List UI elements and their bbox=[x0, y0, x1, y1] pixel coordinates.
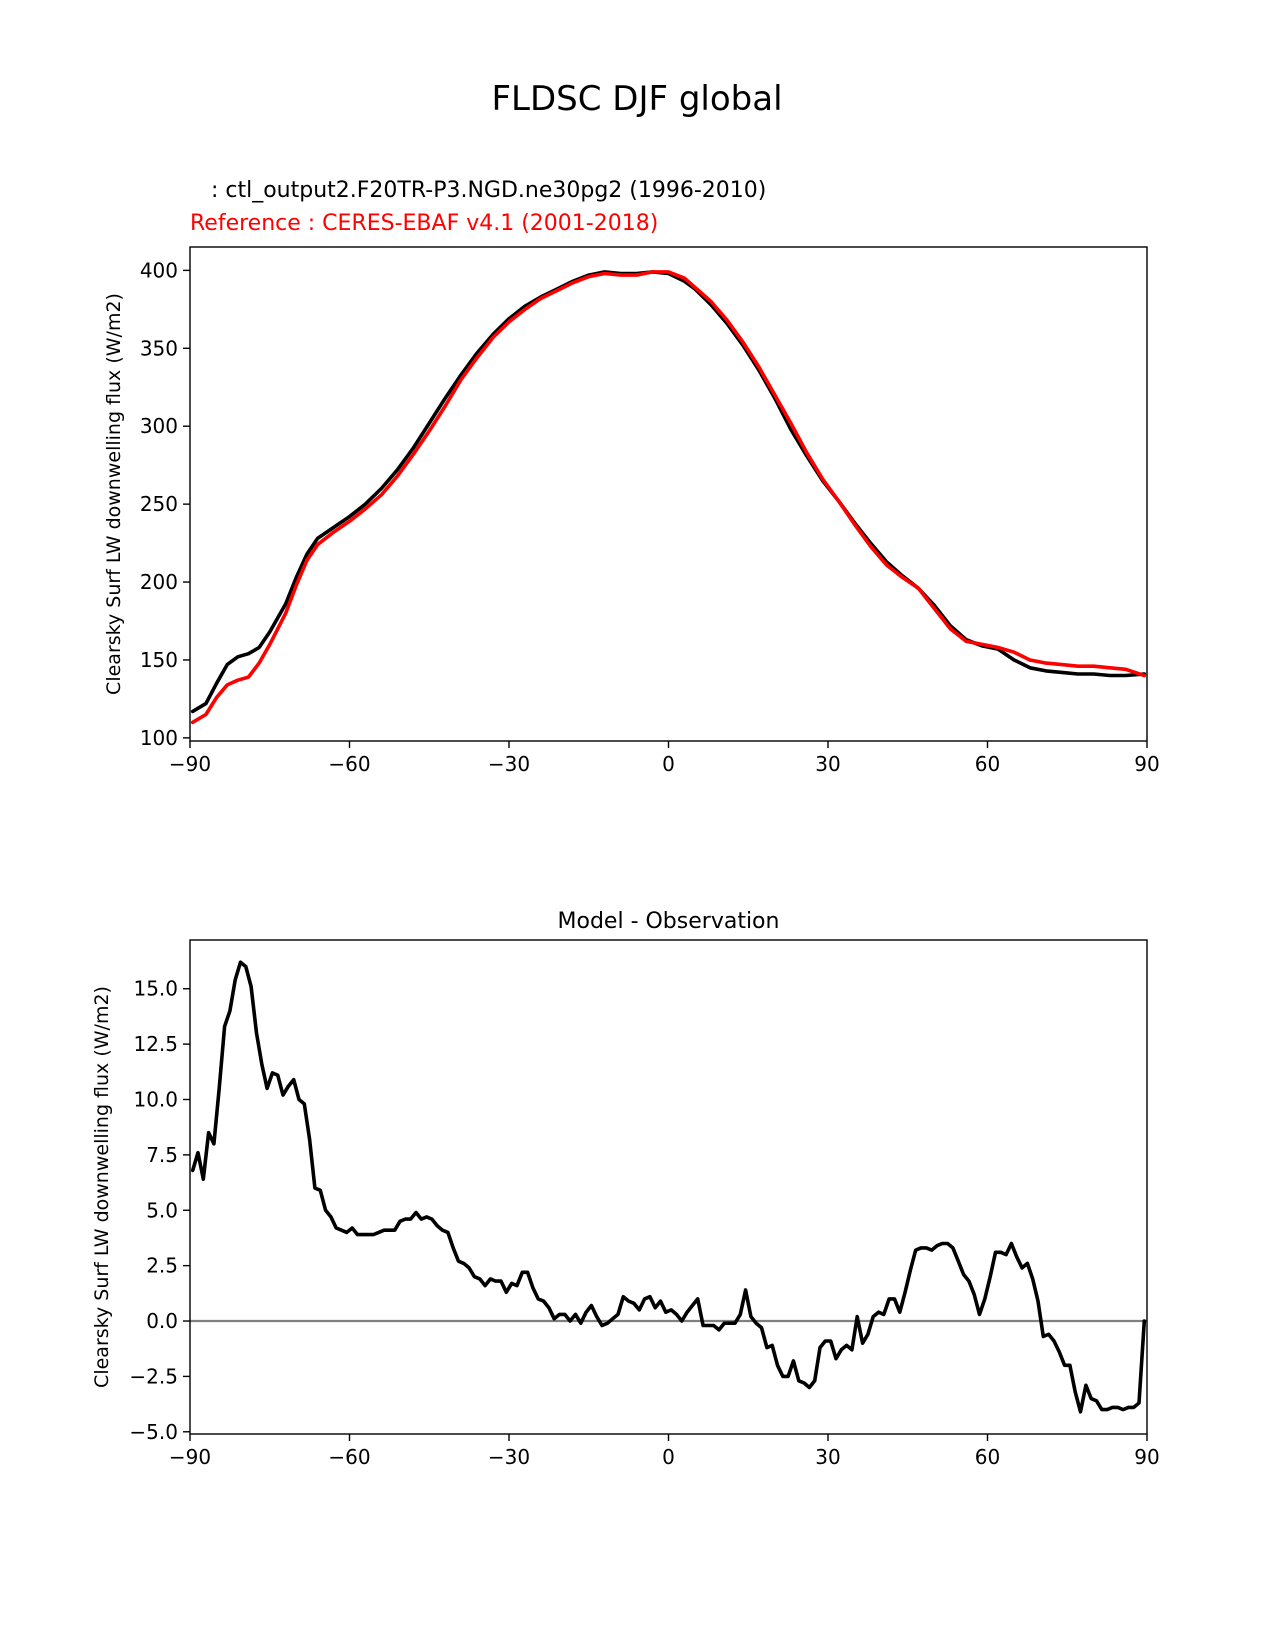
x-tick-label: −60 bbox=[328, 752, 370, 776]
y-tick-label: 150 bbox=[140, 648, 178, 672]
y-axis-label: Clearsky Surf LW downwelling flux (W/m2) bbox=[91, 986, 113, 1388]
y-tick-label: 200 bbox=[140, 570, 178, 594]
plot-frame bbox=[189, 246, 1148, 742]
y-tick-label: 100 bbox=[140, 726, 178, 750]
series-line-model-observation bbox=[190, 960, 1147, 1414]
y-tick-label: 10.0 bbox=[133, 1087, 178, 1111]
y-tick-label: 12.5 bbox=[133, 1032, 178, 1056]
y-axis-label: Clearsky Surf LW downwelling flux (W/m2) bbox=[103, 293, 125, 695]
x-tick-label: −30 bbox=[488, 752, 530, 776]
x-tick-label: 90 bbox=[1134, 752, 1159, 776]
y-tick-label: 400 bbox=[140, 258, 178, 282]
figure-title: FLDSC DJF global bbox=[491, 79, 782, 119]
panel-title: Model - Observation bbox=[558, 909, 780, 934]
series-line-reference bbox=[190, 270, 1147, 725]
x-tick-label: −90 bbox=[169, 752, 211, 776]
x-tick-label: −60 bbox=[328, 1445, 370, 1469]
y-tick-label: 250 bbox=[140, 492, 178, 516]
x-tick-label: 30 bbox=[815, 1445, 840, 1469]
y-tick-label: 15.0 bbox=[133, 977, 178, 1001]
y-tick-label: 7.5 bbox=[146, 1143, 178, 1167]
y-tick-label: 5.0 bbox=[146, 1198, 178, 1222]
y-tick-label: −5.0 bbox=[129, 1420, 178, 1444]
x-tick-label: −30 bbox=[488, 1445, 530, 1469]
top-panel: −90 −60 −30 0 30 60 90 100 150 200 250 300 350 400 Cle… bbox=[103, 246, 1160, 776]
test-case-label: : ctl_output2.F20TR-P3.NGD.ne30pg2 (1996… bbox=[190, 178, 766, 203]
x-tick-label: 60 bbox=[975, 752, 1000, 776]
x-tick-label: 60 bbox=[975, 1445, 1000, 1469]
reference-label: Reference : CERES-EBAF v4.1 (2001-2018) bbox=[190, 211, 658, 236]
y-tick-label: 2.5 bbox=[146, 1254, 178, 1278]
bottom-panel: Model - Observation −90 −60 −30 0 30 60 90 −5.0 −… bbox=[91, 909, 1160, 1469]
series-line-test bbox=[190, 270, 1147, 714]
x-tick-label: 90 bbox=[1134, 1445, 1159, 1469]
x-tick-label: −90 bbox=[169, 1445, 211, 1469]
y-tick-label: −2.5 bbox=[129, 1364, 178, 1388]
y-tick-label: 300 bbox=[140, 414, 178, 438]
x-tick-label: 0 bbox=[662, 752, 675, 776]
y-tick-label: 350 bbox=[140, 336, 178, 360]
x-tick-label: 0 bbox=[662, 1445, 675, 1469]
plot-frame bbox=[189, 939, 1148, 1435]
y-tick-label: 0.0 bbox=[146, 1309, 178, 1333]
x-tick-label: 30 bbox=[815, 752, 840, 776]
